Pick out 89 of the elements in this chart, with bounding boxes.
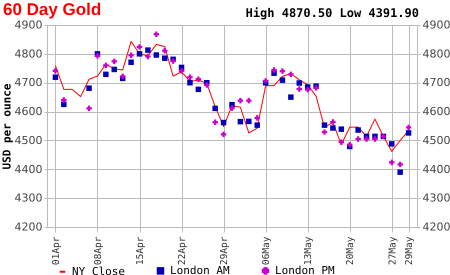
y-tick-label: 4700	[14, 76, 42, 90]
point	[187, 74, 193, 80]
point	[162, 48, 168, 54]
point	[238, 118, 244, 124]
point	[103, 72, 109, 78]
point	[338, 126, 344, 132]
x-tick-label: 01Apr	[50, 236, 62, 266]
y-tick-label: 4200	[14, 220, 42, 234]
point	[52, 74, 58, 80]
point	[212, 106, 218, 112]
point	[178, 68, 184, 74]
point	[254, 115, 260, 121]
y2-tick-label: 4300	[422, 192, 450, 205]
x-tick-label: 22Apr	[177, 236, 188, 266]
point	[296, 86, 302, 92]
point	[397, 162, 403, 168]
y-tick-label: 4500	[14, 134, 42, 147]
point	[406, 130, 412, 136]
point	[220, 132, 226, 138]
y2-tick-label: 4500	[422, 134, 450, 147]
legend-label: London AM	[170, 264, 230, 275]
y-axis-title: USD per ounce	[0, 83, 14, 170]
point	[280, 77, 286, 83]
legend-label: London PM	[275, 264, 335, 275]
point	[330, 119, 336, 125]
x-tick-label: 06May	[261, 236, 272, 266]
point	[128, 59, 134, 65]
point	[220, 120, 226, 126]
point	[196, 76, 202, 82]
point	[372, 136, 378, 142]
y2-tick-label: 4700	[422, 76, 450, 90]
y2-tick-label: 4400	[422, 162, 450, 176]
point	[355, 136, 361, 142]
point	[246, 118, 252, 124]
y-tick-label: 4600	[14, 105, 42, 118]
point	[61, 97, 67, 103]
x-tick-label: 27May	[387, 236, 398, 266]
y2-tick-label: 4200	[422, 220, 450, 234]
point	[288, 94, 294, 100]
point	[112, 66, 118, 72]
point	[288, 72, 294, 78]
point	[238, 98, 244, 104]
point	[204, 82, 210, 88]
point	[246, 98, 252, 104]
point	[136, 51, 142, 57]
y-tick-label: 4400	[14, 162, 42, 176]
point	[162, 55, 168, 61]
point	[280, 68, 286, 74]
point	[103, 62, 109, 68]
point	[196, 86, 202, 92]
point	[271, 67, 277, 73]
point	[145, 54, 151, 60]
point	[212, 120, 218, 125]
point	[128, 52, 134, 58]
x-tick-label: 08Apr	[92, 236, 104, 266]
point	[389, 141, 395, 147]
point	[406, 124, 412, 130]
text: High 4870.50 Low 4391.90	[246, 6, 419, 20]
y2-tick-label: 4600	[422, 105, 450, 118]
legend-label: NY Close	[72, 264, 125, 275]
x-tick-label: 29Apr	[219, 236, 230, 266]
point	[254, 122, 260, 128]
point	[145, 47, 151, 53]
point	[86, 85, 92, 91]
point	[154, 52, 160, 58]
point	[330, 125, 336, 131]
point	[112, 58, 118, 64]
x-tick-label: 13May	[303, 236, 314, 266]
x-tick-label: 15Apr	[135, 236, 146, 266]
point	[355, 127, 361, 133]
chart-title: 60 Day Gold	[3, 0, 102, 19]
y-tick-label: 4800	[14, 47, 42, 60]
point	[154, 31, 160, 37]
point	[364, 136, 370, 142]
point	[322, 122, 328, 128]
y2-tick-label: 4900	[422, 18, 450, 32]
x-tick-label: 20May	[345, 236, 356, 266]
point	[86, 106, 92, 112]
point	[304, 86, 310, 92]
y-tick-label: 4900	[14, 18, 42, 32]
point	[52, 68, 58, 74]
point	[397, 169, 403, 175]
y2-tick-label: 4800	[422, 47, 450, 60]
point	[296, 80, 302, 86]
x-tick-label: 29May	[404, 236, 416, 266]
point	[389, 160, 395, 166]
point	[338, 139, 344, 145]
y-tick-label: 4300	[14, 192, 42, 205]
point	[187, 80, 193, 86]
